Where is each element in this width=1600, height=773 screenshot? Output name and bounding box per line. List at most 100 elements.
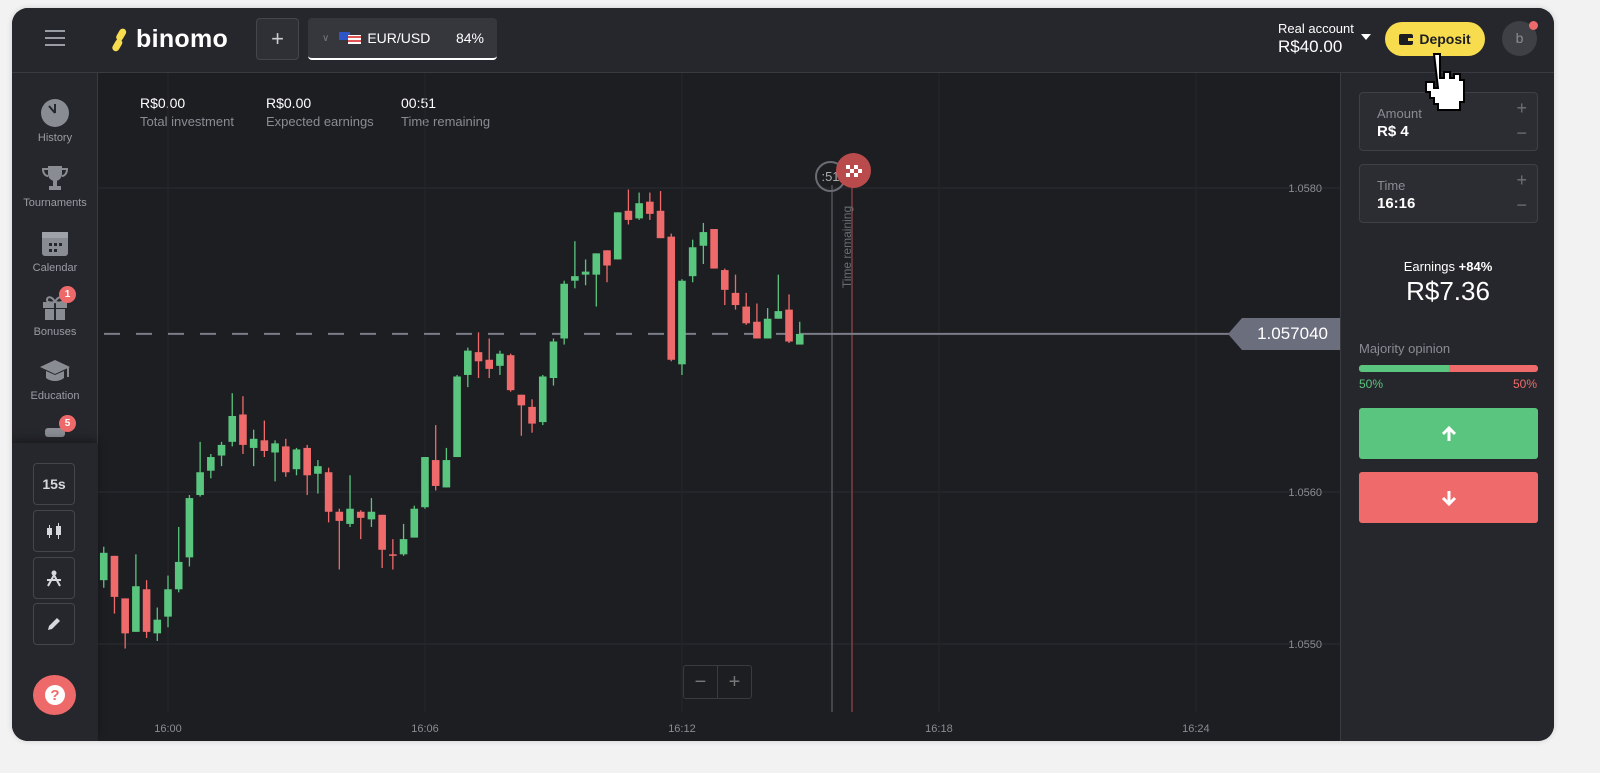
candle [399, 523, 408, 556]
chevron-down-icon: ∨ [322, 32, 330, 44]
candle [560, 280, 568, 345]
megaphone-icon [45, 428, 65, 437]
y-tick-label: 1.0580 [1288, 183, 1322, 195]
candle-body [592, 253, 601, 275]
svg-text:?: ? [50, 687, 59, 704]
stat-label: Expected earnings [266, 114, 374, 129]
current-price-tag: 1.057040 [1228, 318, 1340, 350]
candle-body [260, 440, 269, 451]
checkered-flag-icon [845, 164, 862, 177]
asset-name: EUR/USD [367, 30, 431, 46]
sidebar-item-calendar[interactable]: Calendar [12, 228, 98, 274]
trade-panel: Amount R$ 4 + − Time 16:16 + − Earnings … [1340, 73, 1554, 741]
candle [795, 321, 804, 345]
candle [464, 347, 472, 388]
time-remaining-label: Time remaining [840, 205, 854, 289]
logo[interactable]: binomo [110, 25, 228, 54]
candle-body [196, 472, 204, 496]
avatar[interactable]: b [1502, 21, 1538, 56]
majority-down-percent: 50% [1512, 377, 1537, 391]
candle-body [763, 318, 772, 339]
candle [378, 514, 386, 568]
help-button[interactable]: ? [33, 675, 76, 715]
price-chart[interactable]: 1.0580 1.0560 1.0550 16:00 16:06 16:12 16:18 16… [12, 8, 1340, 741]
sidebar-item-more[interactable]: 5 [12, 415, 98, 443]
candle [271, 440, 279, 482]
candle [217, 441, 226, 467]
earnings-heading: Earnings +84% [1341, 259, 1554, 274]
timeframe-button[interactable]: 15s [33, 463, 75, 505]
candle-body [538, 376, 547, 423]
candle-body [110, 555, 119, 597]
candle-body [496, 353, 504, 366]
asset-selector[interactable]: ∨ EUR/USD 84% [308, 18, 497, 60]
candle-body [142, 589, 151, 632]
sidebar-item-history[interactable]: History [12, 98, 98, 144]
wallet-icon [1399, 34, 1414, 45]
eur-usd-flag-icon [339, 32, 362, 44]
asset-payout: 84% [455, 30, 484, 46]
zoom-out-button[interactable]: − [684, 666, 718, 698]
candle [249, 429, 258, 467]
drawing-button[interactable] [33, 603, 75, 645]
sidebar-item-bonuses[interactable]: Bonuses 1 [12, 286, 98, 338]
candle [132, 554, 140, 632]
amount-label: Amount [1377, 106, 1422, 121]
account-switcher[interactable]: Real account R$40.00 [1278, 21, 1354, 57]
hand-cursor-icon [1425, 53, 1465, 111]
candle-body [699, 232, 708, 246]
candle [110, 555, 119, 614]
candle [207, 454, 215, 479]
indicators-button[interactable] [33, 557, 75, 599]
chart-tools-panel: 15s ? [12, 443, 98, 741]
candle-body [635, 203, 643, 219]
candle [389, 539, 397, 570]
candle-body [720, 270, 729, 290]
candle-body [249, 438, 258, 448]
amount-minus-button[interactable]: − [1516, 123, 1527, 143]
candle-body [753, 321, 761, 339]
candle-body [581, 271, 590, 275]
candle-body [774, 311, 783, 319]
candle [613, 212, 622, 260]
candle [239, 396, 247, 454]
candle [142, 580, 151, 638]
deposit-button[interactable]: Deposit [1385, 22, 1485, 56]
candle [624, 189, 633, 225]
candle-body [431, 460, 440, 486]
up-button[interactable] [1359, 408, 1538, 459]
time-field[interactable]: Time 16:16 + − [1359, 164, 1538, 223]
candle [538, 374, 547, 426]
time-minus-button[interactable]: − [1516, 195, 1527, 215]
add-asset-button[interactable]: + [256, 18, 299, 60]
candle [581, 259, 590, 286]
chart-type-button[interactable] [33, 510, 75, 552]
candle [314, 460, 322, 494]
account-type: Real account [1278, 21, 1354, 36]
stat-expected-earnings: R$0.00 Expected earnings [266, 95, 374, 129]
down-button[interactable] [1359, 472, 1538, 523]
zoom-in-button[interactable]: + [728, 671, 741, 693]
caret-down-icon[interactable] [1361, 34, 1371, 40]
candle [228, 393, 237, 447]
candle [656, 191, 665, 239]
menu-icon[interactable] [45, 30, 65, 51]
sidebar-item-tournaments[interactable]: Tournaments [12, 163, 98, 209]
majority-opinion-bar [1359, 365, 1538, 372]
amount-plus-button[interactable]: + [1516, 98, 1527, 118]
candle-body [132, 586, 140, 632]
candle-body [389, 554, 397, 556]
compass-icon [47, 570, 61, 587]
candle-body [517, 394, 526, 406]
majority-opinion-label: Majority opinion [1359, 341, 1451, 356]
candle [367, 498, 376, 527]
candle-body [442, 460, 451, 488]
sidebar-item-education[interactable]: Education [12, 356, 98, 402]
y-tick-label: 1.0560 [1288, 487, 1322, 499]
sidebar: History Tournaments Calendar Bonuses 1 E… [12, 73, 98, 741]
time-plus-button[interactable]: + [1516, 170, 1527, 190]
candle [410, 505, 419, 538]
candles-icon [47, 523, 61, 539]
candle-body [785, 309, 793, 342]
candle-body [164, 589, 172, 617]
